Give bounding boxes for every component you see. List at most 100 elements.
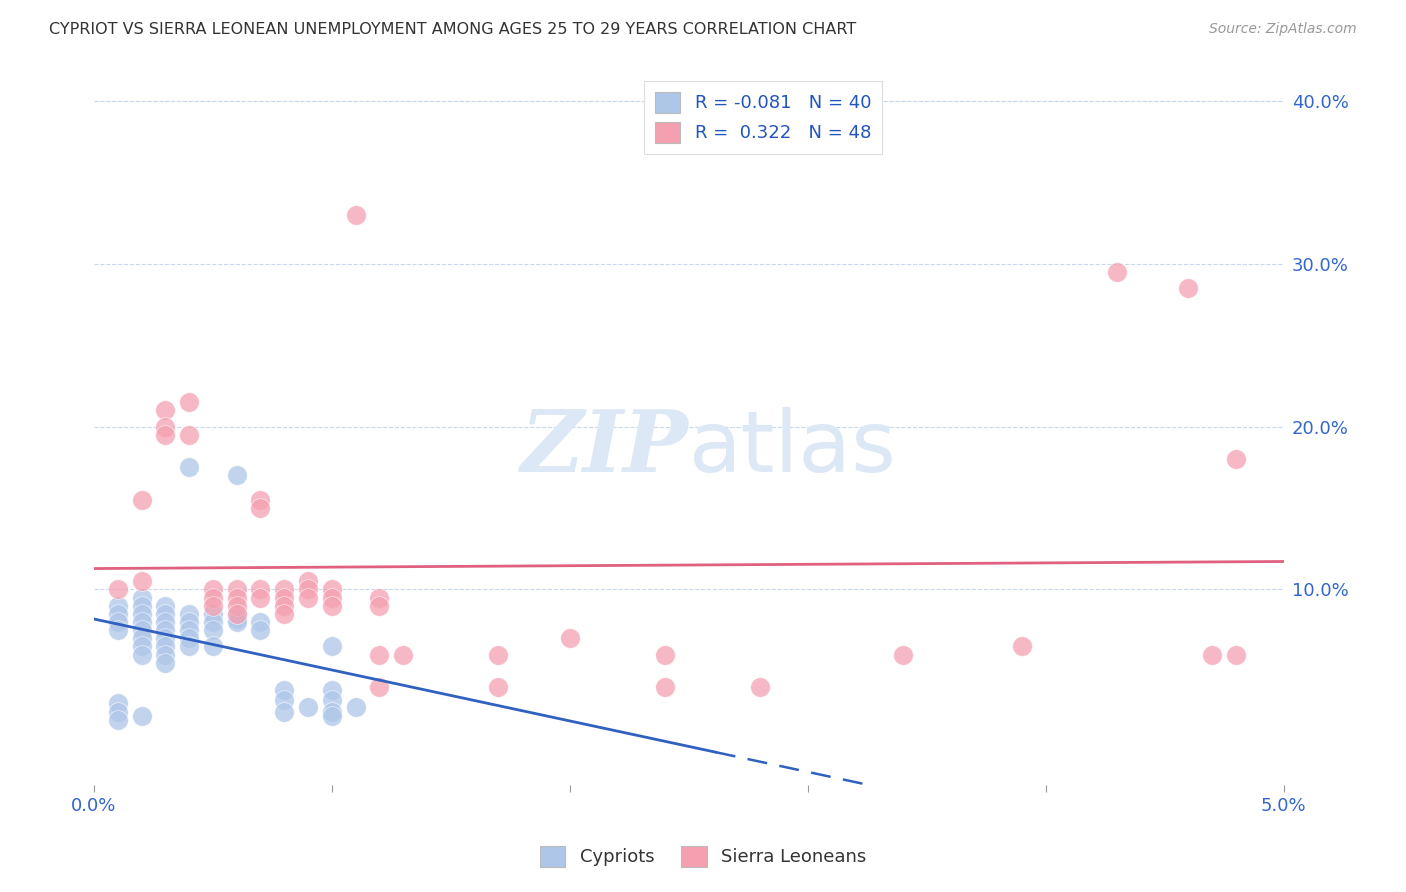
Point [297,591,319,605]
Point [225,607,247,621]
Point [321,640,343,654]
Point [107,582,129,597]
Point [155,599,177,613]
Text: ZIP: ZIP [520,407,689,490]
Point [249,615,271,629]
Point [297,699,319,714]
Point [321,693,343,707]
Point [155,427,177,442]
Point [107,705,129,719]
Point [368,680,391,694]
Point [273,607,295,621]
Point [155,419,177,434]
Point [131,615,153,629]
Point [368,648,391,662]
Point [155,623,177,637]
Point [1011,640,1033,654]
Point [177,607,200,621]
Point [155,607,177,621]
Point [201,615,224,629]
Point [273,582,295,597]
Point [321,591,343,605]
Legend: R = -0.081   N = 40, R =  0.322   N = 48: R = -0.081 N = 40, R = 0.322 N = 48 [644,81,882,153]
Point [131,640,153,654]
Point [225,599,247,613]
Point [249,623,271,637]
Point [891,648,914,662]
Point [368,599,391,613]
Point [201,582,224,597]
Point [201,623,224,637]
Point [654,648,676,662]
Point [131,599,153,613]
Point [177,395,200,409]
Point [273,683,295,698]
Point [225,607,247,621]
Point [107,713,129,727]
Point [486,680,509,694]
Point [177,623,200,637]
Point [321,599,343,613]
Point [107,599,129,613]
Point [177,460,200,475]
Point [201,599,224,613]
Point [392,648,415,662]
Point [249,591,271,605]
Point [321,683,343,698]
Point [486,648,509,662]
Point [1225,452,1247,467]
Point [131,591,153,605]
Point [321,709,343,723]
Point [177,615,200,629]
Point [558,632,581,646]
Point [273,693,295,707]
Point [1201,648,1223,662]
Point [249,492,271,507]
Point [249,582,271,597]
Point [177,640,200,654]
Point [177,632,200,646]
Point [225,468,247,483]
Point [107,623,129,637]
Point [131,648,153,662]
Point [273,705,295,719]
Point [1105,265,1128,279]
Legend: Cypriots, Sierra Leoneans: Cypriots, Sierra Leoneans [533,838,873,874]
Point [344,208,367,222]
Point [155,640,177,654]
Point [297,582,319,597]
Point [131,632,153,646]
Text: CYPRIOT VS SIERRA LEONEAN UNEMPLOYMENT AMONG AGES 25 TO 29 YEARS CORRELATION CHA: CYPRIOT VS SIERRA LEONEAN UNEMPLOYMENT A… [49,22,856,37]
Point [155,648,177,662]
Point [368,591,391,605]
Point [225,615,247,629]
Point [225,612,247,626]
Point [249,501,271,516]
Point [344,699,367,714]
Point [273,599,295,613]
Point [321,582,343,597]
Point [225,591,247,605]
Point [131,607,153,621]
Point [654,680,676,694]
Point [131,623,153,637]
Point [107,607,129,621]
Point [155,656,177,670]
Point [131,709,153,723]
Text: Source: ZipAtlas.com: Source: ZipAtlas.com [1209,22,1357,37]
Point [749,680,772,694]
Point [131,574,153,589]
Point [107,697,129,711]
Point [225,582,247,597]
Point [155,615,177,629]
Point [107,615,129,629]
Point [155,632,177,646]
Point [1177,281,1199,295]
Point [321,705,343,719]
Point [131,492,153,507]
Text: atlas: atlas [689,407,897,490]
Point [297,574,319,589]
Point [201,640,224,654]
Point [177,427,200,442]
Point [201,607,224,621]
